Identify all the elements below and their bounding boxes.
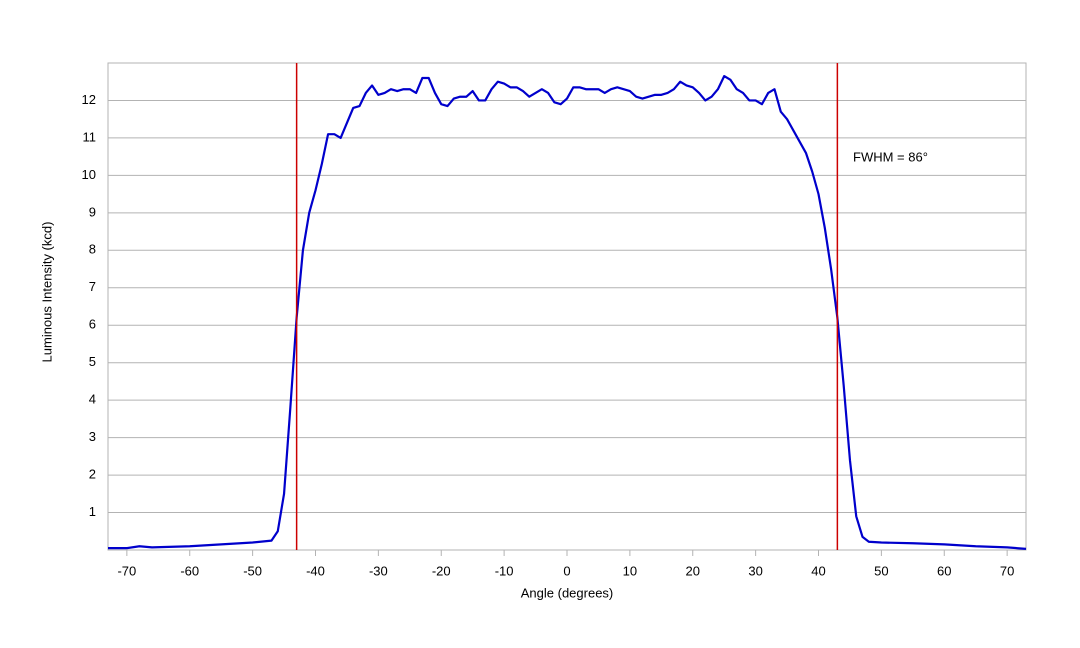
x-tick-label: 20 <box>686 563 700 578</box>
y-tick-label: 12 <box>82 92 96 107</box>
y-tick-label: 10 <box>82 167 96 182</box>
plot-border <box>107 62 1027 551</box>
x-tick-label: 0 <box>563 563 570 578</box>
y-tick-label: 7 <box>89 279 96 294</box>
x-tick-label: -10 <box>495 563 514 578</box>
x-tick-label: -40 <box>306 563 325 578</box>
y-tick-label: 3 <box>89 429 96 444</box>
x-tick-label: 50 <box>874 563 888 578</box>
y-tick-label: 4 <box>89 392 96 407</box>
x-tick-label: 40 <box>811 563 825 578</box>
y-tick-label: 11 <box>83 129 97 144</box>
x-axis-label: Angle (degrees) <box>521 585 614 600</box>
x-tick-label: 30 <box>748 563 762 578</box>
x-tick-label: 60 <box>937 563 951 578</box>
y-tick-label: 8 <box>89 242 96 257</box>
y-tick-label: 2 <box>89 467 96 482</box>
annotation: FWHM = 86° <box>853 149 928 164</box>
y-axis-label: Luminous Intensity (kcd) <box>39 222 54 363</box>
x-tick-label: -30 <box>369 563 388 578</box>
y-tick-label: 6 <box>89 317 96 332</box>
x-tick-label: -20 <box>432 563 451 578</box>
x-tick-label: -70 <box>117 563 136 578</box>
y-tick-label: 5 <box>89 354 96 369</box>
y-tick-label: 1 <box>89 504 96 519</box>
data-line <box>108 75 1027 550</box>
x-tick-label: 10 <box>623 563 637 578</box>
x-tick-label: 70 <box>1000 563 1014 578</box>
x-tick-label: -50 <box>243 563 262 578</box>
x-tick-label: -60 <box>180 563 199 578</box>
y-tick-label: 9 <box>89 204 96 219</box>
